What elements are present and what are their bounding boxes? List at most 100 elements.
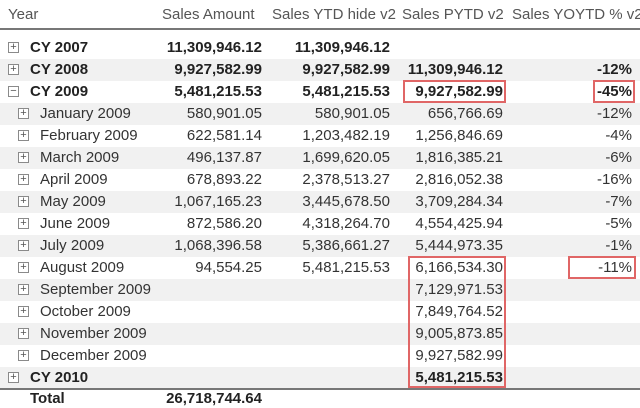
row-label: February 2009 bbox=[40, 127, 138, 144]
cell-sales-amount bbox=[150, 279, 262, 301]
cell-sales-amount: 1,068,396.58 bbox=[174, 237, 262, 254]
header-sales-pytd[interactable]: Sales PYTD v2 bbox=[402, 6, 504, 23]
cell-sales-pytd: 9,927,582.99 bbox=[415, 83, 503, 100]
cell-sales-yoytd bbox=[510, 37, 632, 59]
plus-box-icon[interactable]: + bbox=[8, 63, 19, 75]
table-row-total: Total 26,718,744.64 bbox=[0, 388, 640, 407]
plus-box-icon[interactable]: + bbox=[18, 129, 29, 141]
cell-sales-pytd: 1,256,846.69 bbox=[415, 127, 503, 144]
cell-sales-yoytd bbox=[510, 367, 632, 389]
cell-sales-ytd: 2,378,513.27 bbox=[302, 171, 390, 188]
cell-sales-amount: 9,927,582.99 bbox=[174, 61, 262, 78]
table-row-february-2009: + February 2009 622,581.14 1,203,482.19 … bbox=[0, 125, 640, 147]
cell-sales-ytd: 580,901.05 bbox=[314, 105, 390, 122]
table-row-march-2009: + March 2009 496,137.87 1,699,620.05 1,8… bbox=[0, 147, 640, 169]
cell-sales-amount: 94,554.25 bbox=[195, 259, 262, 276]
row-label: December 2009 bbox=[40, 347, 147, 364]
plus-box-icon[interactable]: + bbox=[18, 283, 29, 295]
row-label: July 2009 bbox=[40, 237, 105, 254]
cell-sales-ytd bbox=[268, 367, 390, 389]
row-label: CY 2009 bbox=[30, 83, 89, 100]
cell-sales-yoytd bbox=[510, 345, 632, 367]
row-label: June 2009 bbox=[40, 215, 111, 232]
row-label: May 2009 bbox=[40, 193, 106, 210]
table-row-september-2009: + September 2009 7,129,971.53 bbox=[0, 279, 640, 301]
cell-sales-yoytd: -16% bbox=[596, 171, 632, 188]
table-row-cy-2010: + CY 2010 5,481,215.53 bbox=[0, 367, 640, 389]
cell-sales-pytd: 3,709,284.34 bbox=[415, 193, 503, 210]
cell-sales-pytd: 9,005,873.85 bbox=[415, 325, 503, 342]
cell-sales-pytd: 6,166,534.30 bbox=[415, 259, 503, 276]
cell-sales-yoytd: -6% bbox=[605, 149, 632, 166]
row-label: April 2009 bbox=[40, 171, 108, 188]
table-row-june-2009: + June 2009 872,586.20 4,318,264.70 4,55… bbox=[0, 213, 640, 235]
cell-sales-pytd bbox=[398, 390, 503, 406]
cell-sales-amount: 872,586.20 bbox=[186, 215, 262, 232]
table-row-cy-2009: − CY 2009 5,481,215.53 5,481,215.53 9,92… bbox=[0, 81, 640, 103]
cell-sales-yoytd: -11% bbox=[598, 259, 632, 276]
cell-sales-amount bbox=[150, 367, 262, 389]
table-row-november-2009: + November 2009 9,005,873.85 bbox=[0, 323, 640, 345]
cell-sales-yoytd bbox=[510, 323, 632, 345]
cell-sales-amount bbox=[150, 301, 262, 323]
row-label: CY 2007 bbox=[30, 39, 89, 56]
table-row-july-2009: + July 2009 1,068,396.58 5,386,661.27 5,… bbox=[0, 235, 640, 257]
row-label: Total bbox=[30, 390, 65, 407]
table-row-cy-2008: + CY 2008 9,927,582.99 9,927,582.99 11,3… bbox=[0, 59, 640, 81]
header-sales-ytd[interactable]: Sales YTD hide v2 bbox=[272, 6, 396, 23]
table-row-august-2009: + August 2009 94,554.25 5,481,215.53 6,1… bbox=[0, 257, 640, 279]
plus-box-icon[interactable]: + bbox=[18, 195, 29, 207]
cell-sales-pytd: 2,816,052.38 bbox=[415, 171, 503, 188]
cell-sales-ytd: 5,481,215.53 bbox=[302, 259, 390, 276]
cell-sales-yoytd: -4% bbox=[605, 127, 632, 144]
cell-sales-pytd: 1,816,385.21 bbox=[415, 149, 503, 166]
plus-box-icon[interactable]: + bbox=[18, 217, 29, 229]
cell-sales-ytd: 1,203,482.19 bbox=[302, 127, 390, 144]
cell-sales-amount: 622,581.14 bbox=[186, 127, 262, 144]
table-row-october-2009: + October 2009 7,849,764.52 bbox=[0, 301, 640, 323]
cell-sales-yoytd bbox=[510, 279, 632, 301]
cell-sales-pytd: 11,309,946.12 bbox=[407, 61, 503, 78]
cell-sales-yoytd: -7% bbox=[605, 193, 632, 210]
row-label: January 2009 bbox=[40, 105, 131, 122]
plus-box-icon[interactable]: + bbox=[18, 173, 29, 185]
row-label: March 2009 bbox=[40, 149, 120, 166]
cell-sales-amount bbox=[150, 323, 262, 345]
header-sales-yoytd[interactable]: Sales YOYTD % v2 bbox=[512, 6, 640, 23]
table-row-january-2009: + January 2009 580,901.05 580,901.05 656… bbox=[0, 103, 640, 125]
cell-sales-ytd bbox=[268, 345, 390, 367]
plus-box-icon[interactable]: + bbox=[18, 261, 29, 273]
cell-sales-ytd: 5,481,215.53 bbox=[302, 83, 390, 100]
plus-box-icon[interactable]: + bbox=[18, 327, 29, 339]
header-sales-amount[interactable]: Sales Amount bbox=[162, 6, 255, 23]
cell-sales-ytd: 11,309,946.12 bbox=[294, 39, 390, 56]
cell-sales-ytd: 1,699,620.05 bbox=[302, 149, 390, 166]
plus-box-icon[interactable]: + bbox=[18, 305, 29, 317]
plus-box-icon[interactable]: + bbox=[8, 371, 19, 383]
cell-sales-yoytd bbox=[510, 390, 632, 406]
cell-sales-ytd bbox=[268, 279, 390, 301]
row-label: CY 2008 bbox=[30, 61, 89, 78]
cell-sales-yoytd: -12% bbox=[596, 61, 632, 78]
cell-sales-ytd: 9,927,582.99 bbox=[302, 61, 390, 78]
cell-sales-amount: 496,137.87 bbox=[186, 149, 262, 166]
cell-sales-amount: 678,893.22 bbox=[186, 171, 262, 188]
table-row-cy-2007: + CY 2007 11,309,946.12 11,309,946.12 bbox=[0, 37, 640, 59]
cell-sales-ytd: 4,318,264.70 bbox=[302, 215, 390, 232]
cell-sales-yoytd: -45% bbox=[596, 83, 632, 100]
cell-sales-ytd: 3,445,678.50 bbox=[302, 193, 390, 210]
cell-sales-yoytd: -5% bbox=[605, 215, 632, 232]
plus-box-icon[interactable]: + bbox=[8, 41, 19, 53]
header-year[interactable]: Year bbox=[8, 6, 39, 23]
plus-box-icon[interactable]: + bbox=[18, 107, 29, 119]
cell-sales-yoytd bbox=[510, 301, 632, 323]
cell-sales-amount: 11,309,946.12 bbox=[166, 39, 262, 56]
cell-sales-amount: 580,901.05 bbox=[186, 105, 262, 122]
minus-box-icon[interactable]: − bbox=[8, 85, 19, 97]
row-label: CY 2010 bbox=[30, 369, 89, 386]
cell-sales-yoytd: -12% bbox=[596, 105, 632, 122]
cell-sales-pytd: 7,849,764.52 bbox=[415, 303, 503, 320]
plus-box-icon[interactable]: + bbox=[18, 151, 29, 163]
plus-box-icon[interactable]: + bbox=[18, 349, 29, 361]
plus-box-icon[interactable]: + bbox=[18, 239, 29, 251]
